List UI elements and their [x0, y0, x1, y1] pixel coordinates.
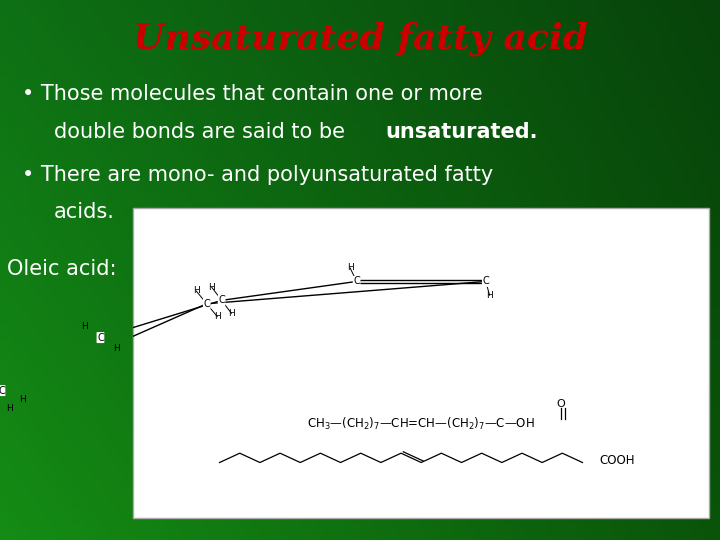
Text: COOH: COOH — [600, 455, 635, 468]
Text: • Those molecules that contain one or more: • Those molecules that contain one or mo… — [22, 84, 482, 104]
Text: Unsaturated fatty acid: Unsaturated fatty acid — [132, 22, 588, 56]
Text: O: O — [557, 399, 565, 409]
Text: H: H — [347, 264, 354, 272]
Text: H: H — [6, 404, 13, 413]
Text: H: H — [193, 287, 199, 295]
Text: C: C — [97, 333, 104, 342]
Text: C: C — [354, 276, 360, 286]
Text: C: C — [482, 276, 489, 286]
Text: double bonds are said to be: double bonds are said to be — [54, 122, 351, 141]
Bar — [133, 208, 709, 518]
Text: H: H — [486, 291, 493, 300]
Text: unsaturated.: unsaturated. — [385, 122, 538, 141]
Text: C: C — [218, 295, 225, 305]
Text: C: C — [203, 299, 210, 309]
Text: H: H — [228, 309, 235, 318]
Text: Oleic acid:: Oleic acid: — [7, 259, 117, 279]
Text: H: H — [19, 395, 25, 403]
Text: C: C — [0, 386, 5, 396]
Text: acids.: acids. — [54, 202, 115, 222]
Text: CH$_3$—(CH$_2$)$_7$—CH=CH—(CH$_2$)$_7$—C—OH: CH$_3$—(CH$_2$)$_7$—CH=CH—(CH$_2$)$_7$—C… — [307, 416, 535, 432]
Text: H: H — [209, 283, 215, 292]
Text: • There are mono- and polyunsaturated fatty: • There are mono- and polyunsaturated fa… — [22, 165, 493, 185]
Text: H: H — [113, 344, 120, 353]
Text: H: H — [214, 312, 220, 321]
Text: H: H — [81, 322, 88, 331]
